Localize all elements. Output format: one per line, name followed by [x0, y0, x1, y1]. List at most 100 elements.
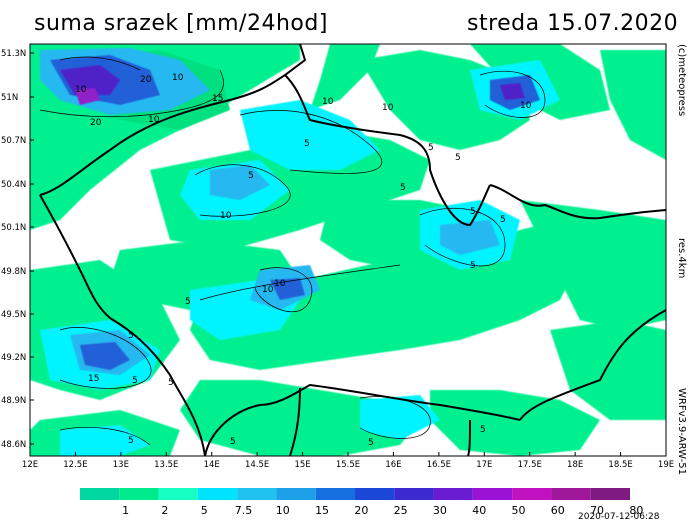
lon-tick-label: 17E: [476, 460, 492, 470]
border-line: [284, 74, 491, 227]
legend-swatch: [197, 488, 238, 500]
legend-swatch: [355, 488, 395, 500]
rain-area: [270, 278, 305, 300]
contour-label: 5: [304, 139, 310, 149]
border-line: [519, 309, 666, 421]
contour-label: 5: [480, 425, 486, 435]
lat-tick-label: 50.7N: [1, 136, 26, 146]
contour-line: [59, 427, 151, 446]
contour-line: [254, 267, 313, 312]
lon-tick-label: 14.5E: [245, 460, 269, 470]
contour-line: [59, 56, 141, 71]
rain-area: [80, 342, 130, 370]
contour-label: 10: [148, 115, 160, 125]
legend-value: 60: [551, 504, 565, 517]
contour-label: 5: [128, 436, 134, 446]
contour-label: 5: [185, 297, 191, 307]
lat-tick-label: 48.6N: [1, 440, 26, 450]
latitude-axis: 51.3N 51N 50.7N 50.4N 50.1N 49.8N 49.5N 49.2N 48…: [1, 49, 34, 450]
border-line: [467, 419, 471, 456]
legend-value: 1: [122, 504, 129, 517]
rain-area: [600, 50, 666, 160]
contour-label: 5: [168, 378, 174, 388]
contour-label: 10: [75, 85, 87, 95]
contour-label: 5: [470, 207, 476, 217]
map-title: suma srazek [mm/24hod]: [34, 11, 328, 36]
contour-label: 20: [140, 75, 152, 85]
rain-area: [75, 88, 100, 105]
rain-area: [60, 65, 120, 95]
contour-label: 10: [382, 103, 394, 113]
contour-label: 10: [172, 73, 184, 83]
lon-tick-label: 15E: [294, 460, 310, 470]
rain-area: [210, 165, 270, 200]
lat-tick-label: 50.1N: [1, 223, 26, 233]
rain-area: [500, 83, 525, 100]
lon-tick-label: 13E: [113, 460, 129, 470]
rain-area: [430, 390, 600, 456]
lon-tick-label: 18E: [567, 460, 583, 470]
contour-label: 5: [500, 215, 506, 225]
legend-swatch: [433, 488, 473, 500]
contour-label: 10: [220, 211, 232, 221]
contour-label: 5: [455, 153, 461, 163]
rain-area: [520, 200, 666, 330]
border-line: [39, 194, 206, 456]
contour-line: [199, 264, 401, 301]
legend-value: 5: [201, 504, 208, 517]
legend-swatch: [551, 488, 591, 500]
contour-label: 20: [90, 118, 102, 128]
contour-line: [59, 327, 152, 389]
legend-value: 80: [629, 504, 643, 517]
legend-value: 2: [161, 504, 168, 517]
contour-label: 10: [322, 97, 334, 107]
model-label: WRFv3.9-ARW-51: [676, 388, 687, 475]
lon-tick-label: 15.5E: [336, 460, 360, 470]
contour-label: 5: [128, 331, 134, 341]
contour-label: 15: [212, 94, 223, 104]
contour-label: 10: [520, 101, 532, 111]
lat-tick-label: 50.4N: [1, 180, 26, 190]
contour-line: [419, 207, 506, 267]
lat-tick-label: 49.2N: [1, 353, 26, 363]
lon-tick-label: 12.5E: [63, 460, 87, 470]
lon-tick-label: 19E: [658, 460, 674, 470]
contour-label: 5: [368, 438, 374, 448]
legend-swatch: [80, 488, 120, 500]
contour-label: 5: [400, 183, 406, 193]
border-line: [39, 44, 307, 196]
legend-swatch: [237, 488, 277, 500]
contour-label: 10: [262, 285, 274, 295]
legend-value: 30: [433, 504, 447, 517]
legend-swatch: [158, 488, 198, 500]
legend-swatch: [512, 488, 552, 500]
lon-tick-label: 16E: [385, 460, 401, 470]
border-line: [204, 383, 521, 456]
legend-value: 50: [512, 504, 526, 517]
contour-line: [39, 69, 224, 118]
contour-line: [479, 70, 546, 118]
country-borders: [39, 44, 666, 456]
legend-swatch: [394, 488, 434, 500]
rain-area: [550, 320, 666, 420]
border-line: [489, 184, 666, 220]
contour-line: [239, 110, 383, 174]
lon-tick-label: 16.5E: [427, 460, 451, 470]
longitude-axis: 12E 12.5E 13E 13.5E 14E 14.5E 15E 15.5E 16E 16.5E…: [22, 452, 674, 470]
lon-tick-label: 17.5E: [518, 460, 542, 470]
legend-swatch: [119, 488, 159, 500]
lat-tick-label: 48.9N: [1, 396, 26, 406]
contour-label: 5: [248, 171, 254, 181]
lon-tick-label: 18.5E: [608, 460, 632, 470]
contour-label: 15: [88, 374, 99, 384]
contour-label: 10: [274, 279, 286, 289]
color-legend: 1 2 5 7.5 10 15 20 25 30 40 50 60 70 80: [80, 488, 643, 517]
legend-value: 10: [276, 504, 290, 517]
contour-lines: [39, 56, 546, 446]
legend-swatch: [276, 488, 316, 500]
contour-label: 5: [230, 437, 236, 447]
